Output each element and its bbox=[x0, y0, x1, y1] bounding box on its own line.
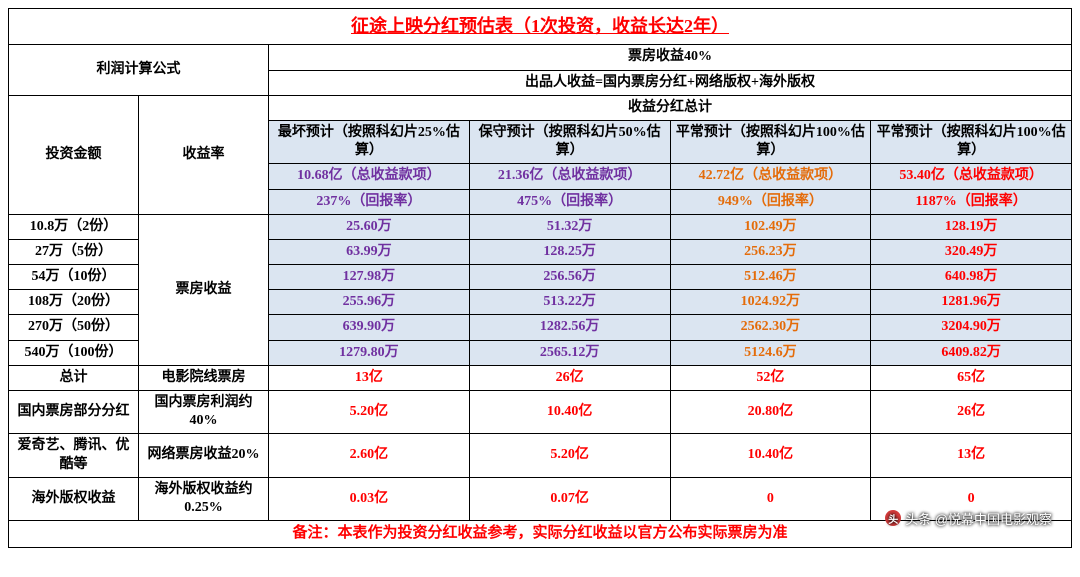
investment-value: 513.22万 bbox=[469, 290, 670, 315]
box-office-pct: 票房收益40% bbox=[269, 45, 1072, 70]
investment-label: 54万（10份） bbox=[9, 265, 139, 290]
summary-streaming: 5.20亿 bbox=[469, 434, 670, 477]
cinema-box-label: 电影院线票房 bbox=[139, 365, 269, 390]
investment-value: 640.98万 bbox=[871, 265, 1072, 290]
investment-label: 27万（5份） bbox=[9, 239, 139, 264]
invest-amount-label: 投资金额 bbox=[9, 95, 139, 214]
investment-label: 108万（20份） bbox=[9, 290, 139, 315]
investment-label: 540万（100份） bbox=[9, 340, 139, 365]
investment-value: 1279.80万 bbox=[269, 340, 470, 365]
investment-label: 270万（50份） bbox=[9, 315, 139, 340]
investment-value: 128.25万 bbox=[469, 239, 670, 264]
summary-domestic: 5.20亿 bbox=[269, 391, 470, 434]
investment-value: 25.60万 bbox=[269, 214, 470, 239]
investment-value: 320.49万 bbox=[871, 239, 1072, 264]
scenario-total-income: 10.68亿（总收益款项） bbox=[269, 164, 470, 189]
investment-value: 256.56万 bbox=[469, 265, 670, 290]
total-label: 总计 bbox=[9, 365, 139, 390]
investment-value: 102.49万 bbox=[670, 214, 871, 239]
investment-value: 63.99万 bbox=[269, 239, 470, 264]
investment-label: 10.8万（2份） bbox=[9, 214, 139, 239]
summary-overseas: 0.07亿 bbox=[469, 477, 670, 520]
investment-value: 128.19万 bbox=[871, 214, 1072, 239]
streaming-rate-label: 网络票房收益20% bbox=[139, 434, 269, 477]
summary-overseas: 0 bbox=[670, 477, 871, 520]
box-office-income-label: 票房收益 bbox=[139, 214, 269, 365]
summary-streaming: 10.40亿 bbox=[670, 434, 871, 477]
producer-income-formula: 出品人收益=国内票房分红+网络版权+海外版权 bbox=[269, 70, 1072, 95]
watermark-text: 头条 @悦幕中国电影观察 bbox=[905, 509, 1052, 528]
table-title: 征途上映分红预估表（1次投资，收益长达2年） bbox=[9, 9, 1072, 45]
domestic-profit-label: 国内票房利润约40% bbox=[139, 391, 269, 434]
investment-value: 1024.92万 bbox=[670, 290, 871, 315]
investment-value: 639.90万 bbox=[269, 315, 470, 340]
summary-streaming: 13亿 bbox=[871, 434, 1072, 477]
scenario-total-income: 53.40亿（总收益款项） bbox=[871, 164, 1072, 189]
investment-value: 51.32万 bbox=[469, 214, 670, 239]
yield-rate-label: 收益率 bbox=[139, 95, 269, 214]
domestic-div-label: 国内票房部分分红 bbox=[9, 391, 139, 434]
scenario-return-rate: 1187%（回报率） bbox=[871, 189, 1072, 214]
summary-cinema: 52亿 bbox=[670, 365, 871, 390]
scenario-return-rate: 237%（回报率） bbox=[269, 189, 470, 214]
streaming-label: 爱奇艺、腾讯、优酷等 bbox=[9, 434, 139, 477]
investment-value: 5124.6万 bbox=[670, 340, 871, 365]
scenario-header: 平常预计（按照科幻片100%估算） bbox=[871, 120, 1072, 163]
summary-domestic: 20.80亿 bbox=[670, 391, 871, 434]
toutiao-icon: 头 bbox=[885, 510, 901, 526]
investment-value: 512.46万 bbox=[670, 265, 871, 290]
summary-domestic: 26亿 bbox=[871, 391, 1072, 434]
investment-value: 1282.56万 bbox=[469, 315, 670, 340]
summary-cinema: 26亿 bbox=[469, 365, 670, 390]
investment-value: 127.98万 bbox=[269, 265, 470, 290]
investment-value: 3204.90万 bbox=[871, 315, 1072, 340]
overseas-label: 海外版权收益 bbox=[9, 477, 139, 520]
scenario-total-income: 42.72亿（总收益款项） bbox=[670, 164, 871, 189]
summary-cinema: 13亿 bbox=[269, 365, 470, 390]
dividend-total-label: 收益分红总计 bbox=[269, 95, 1072, 120]
investment-value: 255.96万 bbox=[269, 290, 470, 315]
overseas-rate-label: 海外版权收益约0.25% bbox=[139, 477, 269, 520]
investment-value: 6409.82万 bbox=[871, 340, 1072, 365]
scenario-header: 保守预计（按照科幻片50%估算） bbox=[469, 120, 670, 163]
scenario-return-rate: 475%（回报率） bbox=[469, 189, 670, 214]
formula-label: 利润计算公式 bbox=[9, 45, 269, 95]
scenario-header: 平常预计（按照科幻片100%估算） bbox=[670, 120, 871, 163]
investment-value: 256.23万 bbox=[670, 239, 871, 264]
summary-cinema: 65亿 bbox=[871, 365, 1072, 390]
dividend-estimate-table: 征途上映分红预估表（1次投资，收益长达2年） 利润计算公式 票房收益40% 出品… bbox=[8, 8, 1072, 548]
investment-value: 2562.30万 bbox=[670, 315, 871, 340]
watermark: 头 头条 @悦幕中国电影观察 bbox=[885, 509, 1052, 528]
summary-overseas: 0.03亿 bbox=[269, 477, 470, 520]
scenario-total-income: 21.36亿（总收益款项） bbox=[469, 164, 670, 189]
investment-value: 2565.12万 bbox=[469, 340, 670, 365]
summary-domestic: 10.40亿 bbox=[469, 391, 670, 434]
investment-value: 1281.96万 bbox=[871, 290, 1072, 315]
summary-streaming: 2.60亿 bbox=[269, 434, 470, 477]
scenario-header: 最坏预计（按照科幻片25%估算） bbox=[269, 120, 470, 163]
scenario-return-rate: 949%（回报率） bbox=[670, 189, 871, 214]
